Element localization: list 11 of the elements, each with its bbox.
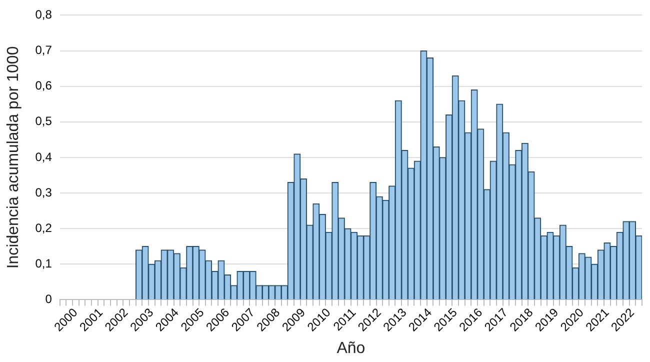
x-axis-title: Año [336,340,366,357]
y-tick-label: 0,4 [35,150,52,164]
y-axis-title: Incidencia acumulada por 1000 [5,46,22,269]
y-tick-label: 0,1 [35,256,52,270]
y-tick-label: 0,5 [35,114,52,128]
y-tick-label: 0,3 [35,185,52,200]
y-tick-label: 0,7 [35,43,52,58]
y-tick-label: 0,8 [35,8,52,22]
y-tick-label: 0 [45,292,52,306]
y-tick-label: 0,2 [35,220,52,235]
y-tick-label: 0,6 [35,78,52,93]
